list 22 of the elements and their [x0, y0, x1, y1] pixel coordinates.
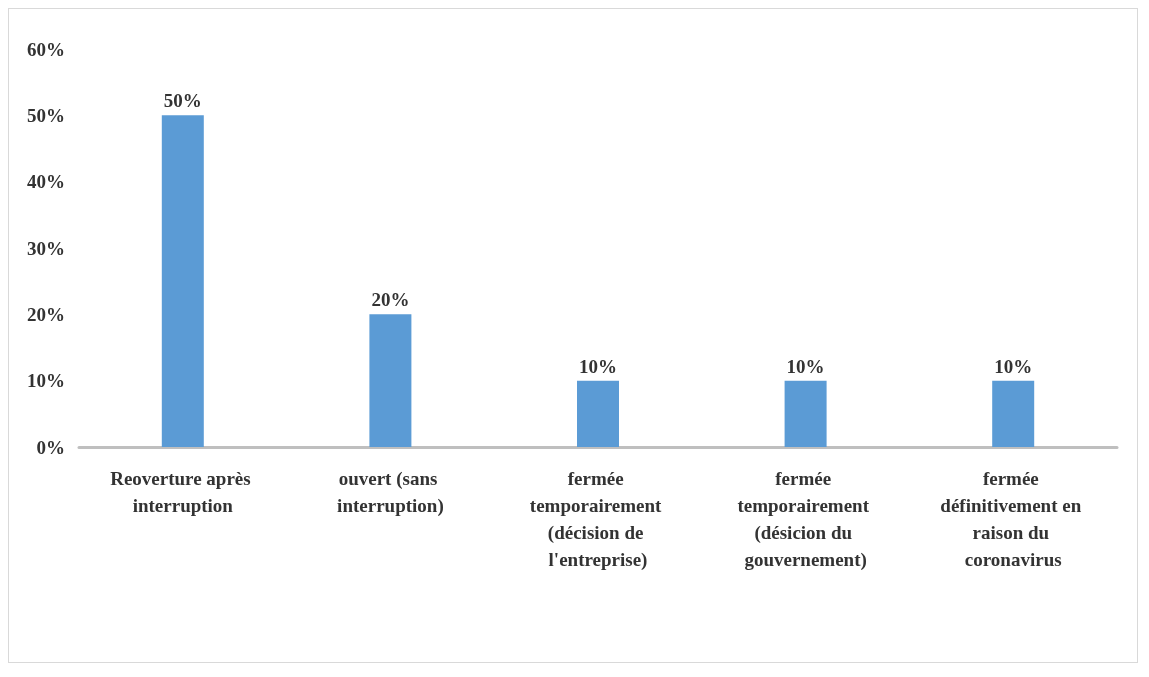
- y-tick-label: 60%: [27, 38, 65, 60]
- y-tick-label: 30%: [27, 237, 65, 259]
- x-tick-label: ouvert (sans interruption): [337, 468, 444, 517]
- bar: [577, 380, 619, 447]
- bar: [784, 380, 827, 447]
- y-tick-label: 10%: [27, 370, 65, 392]
- x-tick-label: fermée temporairement (désicion du gouvernement): [737, 468, 874, 571]
- y-tick-label: 50%: [27, 104, 65, 126]
- bar: [161, 115, 204, 447]
- data-label: 10%: [579, 355, 617, 377]
- data-label: 10%: [786, 355, 825, 377]
- x-tick-label: fermée temporairement (décision de l'entreprise): [529, 468, 667, 571]
- data-label: 50%: [163, 90, 202, 112]
- bar: [369, 314, 412, 447]
- y-tick-label: 20%: [27, 303, 65, 325]
- data-label: 10%: [994, 355, 1033, 377]
- y-tick-label: 0%: [36, 436, 65, 458]
- x-tick-label: fermée définitivement en raison du coronavirus: [940, 468, 1087, 570]
- x-tick-label: Reoverture après interruption: [110, 468, 256, 516]
- y-tick-label: 40%: [27, 171, 65, 193]
- data-label: 20%: [371, 289, 410, 311]
- bar: [992, 380, 1035, 447]
